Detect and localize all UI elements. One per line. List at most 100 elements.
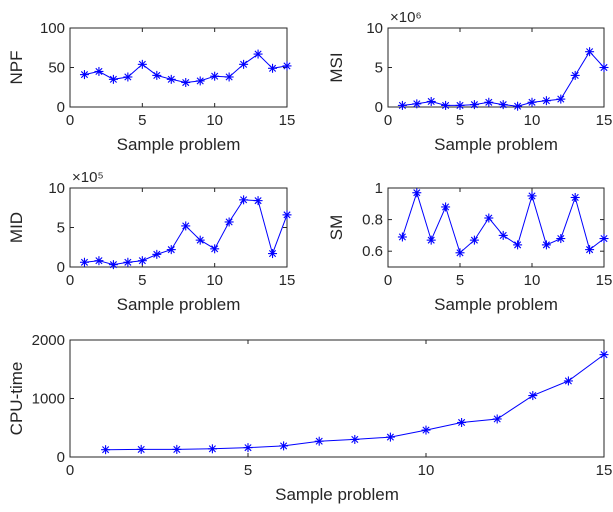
data-point [528,391,538,401]
marker-stroke [470,101,478,109]
x-tick-label: 5 [456,112,464,129]
marker-stroke [225,218,233,226]
x-axis-label: Sample problem [117,135,241,154]
subplot-msi: 0 5 10 15 0 5 10 ×10⁶ Sample problem MSI [327,9,612,154]
data-point [137,256,147,266]
marker-stroke [456,249,464,257]
data-point [527,191,537,201]
marker-stroke [586,246,594,254]
data-point [385,432,395,442]
data-point [469,100,479,110]
marker-stroke [557,234,565,243]
marker-stroke [109,261,117,269]
marker-stroke [586,48,594,56]
data-point [123,257,133,267]
y-tick-label: 0 [375,99,383,116]
data-point [469,235,479,245]
y-tick-label: 10 [48,180,65,197]
marker-stroke [80,71,89,79]
data-point [172,444,182,454]
data-point [457,417,467,427]
data-point [243,443,253,453]
x-tick-label: 0 [384,112,392,129]
marker-stroke [102,446,110,454]
data-point [599,350,609,360]
y-tick-label: 0.6 [362,243,383,260]
marker-stroke [351,435,359,444]
marker-stroke [557,95,565,103]
y-tick-label: 0 [57,99,65,116]
data-point [282,210,292,220]
data-point [282,61,292,71]
x-tick-label: 5 [456,272,464,289]
data-point [268,63,278,73]
data-point [570,192,580,202]
y-tick-label: 5 [375,60,383,77]
data-point [556,94,566,104]
y-tick-label: 1 [375,180,383,197]
y-axis-label: MID [7,212,26,243]
data-point [412,99,422,109]
marker-stroke [528,192,536,200]
marker-stroke [283,211,291,219]
marker-stroke [427,236,435,244]
y-axis-label: NPF [7,51,26,85]
data-point [492,414,502,424]
marker-stroke [571,71,579,79]
marker-stroke [138,60,146,68]
series-line [84,199,288,266]
marker-stroke [422,426,430,434]
marker-stroke [456,101,464,109]
x-tick-label: 15 [279,272,296,289]
marker-stroke [137,445,145,453]
marker-stroke [254,197,262,205]
x-tick-label: 10 [206,112,223,129]
x-tick-label: 15 [279,112,296,129]
data-point [541,240,551,250]
marker-stroke [109,75,117,83]
marker-stroke [167,246,175,254]
marker-stroke [208,445,216,453]
marker-stroke [398,101,406,109]
data-point [108,74,118,84]
marker-stroke [283,62,291,70]
marker-stroke [211,245,219,253]
marker-stroke [528,98,536,106]
x-tick-label: 10 [524,272,541,289]
data-point [166,74,176,84]
x-tick-label: 10 [206,272,223,289]
data-point [137,59,147,69]
x-axis-label: Sample problem [275,485,399,504]
marker-stroke [499,231,507,239]
data-point [253,49,263,59]
y-exponent-label: ×10⁵ [72,169,104,186]
data-point [268,249,278,259]
subplot-npf: 0 5 10 15 0 50 100 Sample problem NPF [7,20,295,154]
marker-stroke [442,203,450,211]
data-point [455,100,465,110]
data-point [224,217,234,227]
marker-stroke [182,222,190,230]
data-point [152,249,162,259]
data-point [239,195,249,205]
marker-stroke [196,77,204,85]
marker-stroke [514,241,522,249]
marker-stroke [95,257,103,265]
marker-stroke [211,72,219,80]
data-point [136,444,146,454]
x-axis-label: Sample problem [434,135,558,154]
data-point [498,100,508,110]
axes-box [69,187,288,268]
marker-stroke [167,75,175,83]
marker-stroke [386,433,394,441]
y-tick-label: 0 [57,449,65,466]
marker-stroke [442,101,450,109]
data-point [455,248,465,258]
x-tick-label: 10 [418,462,435,479]
marker-stroke [458,418,466,427]
marker-stroke [514,102,522,110]
x-tick-label: 10 [524,112,541,129]
y-tick-label: 10 [366,20,383,37]
axes-box [69,27,288,108]
